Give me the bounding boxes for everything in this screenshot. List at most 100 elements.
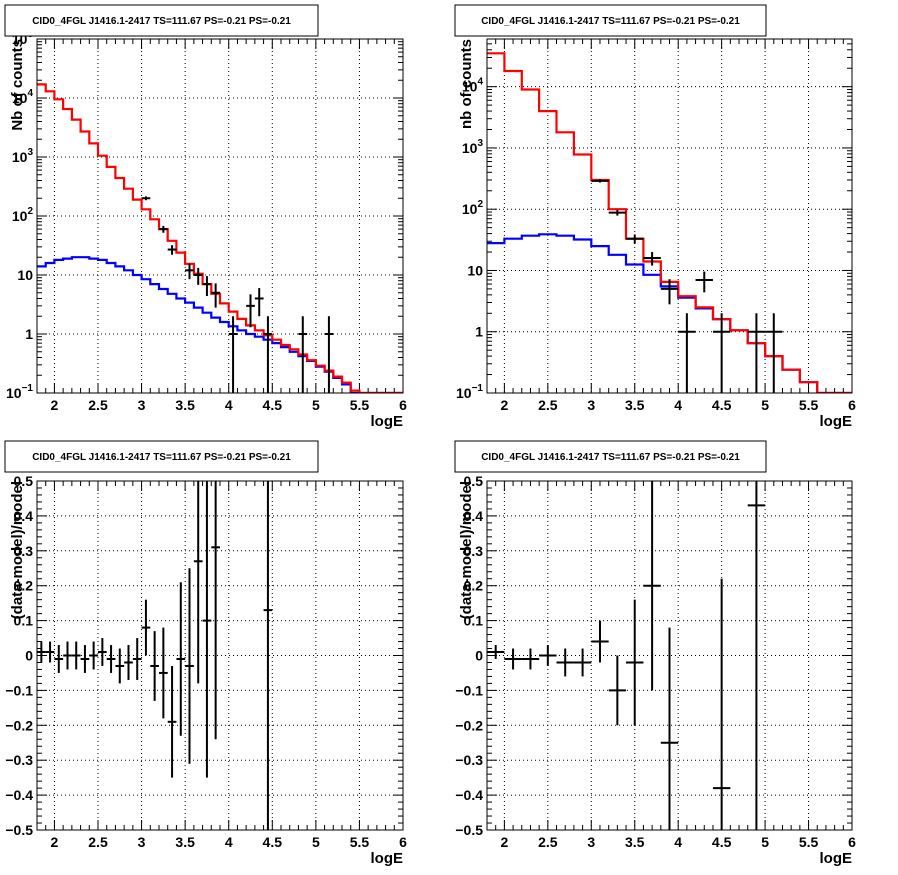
x-tick-label: 4 bbox=[674, 834, 682, 850]
data-point bbox=[167, 665, 177, 778]
y-tick-label: −0.3 bbox=[5, 752, 33, 768]
data-point bbox=[643, 481, 661, 691]
y-tick-label: 0.4 bbox=[464, 508, 484, 524]
y-tick-label: −0.2 bbox=[455, 717, 483, 733]
data-point bbox=[193, 481, 203, 684]
x-tick-label: 4.5 bbox=[712, 834, 732, 850]
y-tick-label: 0.4 bbox=[14, 508, 34, 524]
y-tick-label: −0.3 bbox=[455, 752, 483, 768]
grid bbox=[487, 39, 852, 393]
data-point bbox=[141, 196, 151, 201]
x-axis-title: logE bbox=[820, 850, 853, 867]
data-point bbox=[150, 631, 159, 701]
y-tick-label: −0.4 bbox=[455, 787, 483, 803]
data-point bbox=[747, 313, 766, 393]
plot-frame bbox=[36, 480, 404, 831]
x-tick-label: 3 bbox=[138, 397, 146, 413]
x-tick-label: 2 bbox=[500, 834, 508, 850]
x-tick-label: 2.5 bbox=[88, 397, 108, 413]
y-tick-label: 0.3 bbox=[14, 543, 34, 559]
y-tick-label: −0.5 bbox=[455, 822, 483, 838]
data-point bbox=[591, 620, 609, 663]
y-tick-label: 0.5 bbox=[464, 473, 484, 489]
data-point bbox=[324, 316, 334, 393]
y-tick-label: 0.2 bbox=[464, 578, 484, 594]
x-tick-label: 4.5 bbox=[263, 834, 283, 850]
data-point bbox=[159, 627, 168, 719]
title-box bbox=[454, 440, 767, 473]
plot-frame bbox=[486, 480, 853, 831]
data-point bbox=[539, 645, 557, 666]
data-point bbox=[202, 481, 212, 778]
title-box bbox=[454, 4, 767, 37]
y-tick-label: 10−1 bbox=[6, 383, 33, 401]
x-tick-label: 2 bbox=[51, 834, 59, 850]
y-tick-label: 104 bbox=[12, 88, 34, 106]
data-point bbox=[263, 316, 273, 393]
y-tick-label: 104 bbox=[462, 77, 484, 95]
x-tick-label: 6 bbox=[399, 834, 407, 850]
y-tick-label: 0.1 bbox=[14, 613, 34, 629]
data-point bbox=[228, 316, 238, 393]
data-point bbox=[765, 313, 783, 393]
data-point bbox=[63, 641, 72, 670]
x-tick-label: 4 bbox=[674, 397, 682, 413]
x-tick-label: 4.5 bbox=[712, 397, 732, 413]
data-point bbox=[660, 279, 679, 305]
x-tick-label: 4.5 bbox=[263, 397, 283, 413]
x-axis-title: logE bbox=[371, 413, 404, 430]
y-tick-label: −0.1 bbox=[455, 682, 483, 698]
data-point bbox=[254, 288, 264, 317]
data-point bbox=[202, 276, 212, 297]
data-point bbox=[643, 252, 661, 266]
data-point bbox=[193, 267, 203, 285]
data-point bbox=[608, 655, 627, 726]
y-tick-label: 0.1 bbox=[464, 613, 484, 629]
data-point bbox=[45, 641, 55, 663]
grid bbox=[37, 39, 403, 393]
x-tick-label: 2 bbox=[500, 397, 508, 413]
chart-title: CID0_4FGL J1416.1-2417 TS=111.67 PS=-0.2… bbox=[32, 16, 291, 27]
data-point bbox=[678, 313, 696, 393]
x-tick-label: 3 bbox=[587, 834, 595, 850]
data-point bbox=[712, 313, 731, 393]
chart-title: CID0_4FGL J1416.1-2417 TS=111.67 PS=-0.2… bbox=[481, 16, 740, 27]
data-point bbox=[695, 271, 713, 293]
y-tick-label: 102 bbox=[462, 199, 484, 217]
x-tick-label: 2.5 bbox=[538, 397, 558, 413]
chart-panel-2: 2 2.5 3 3.5 4 4.5 5 5.5 6 10−1 1 10 102 103 104 logE nb … bbox=[454, 4, 856, 430]
x-tick-label: 6 bbox=[399, 397, 407, 413]
x-axis-title: logE bbox=[820, 413, 853, 430]
y-tick-label: −0.1 bbox=[5, 682, 33, 698]
data-point bbox=[80, 645, 90, 673]
x-tick-label: 5.5 bbox=[350, 834, 370, 850]
data-point bbox=[573, 648, 592, 677]
x-tick-label: 2 bbox=[51, 397, 59, 413]
data-point bbox=[660, 627, 679, 830]
x-tick-label: 5 bbox=[761, 834, 769, 850]
data-layer bbox=[487, 52, 852, 393]
x-tick-label: 5.5 bbox=[799, 834, 819, 850]
data-point bbox=[89, 641, 98, 670]
data-point bbox=[747, 481, 766, 830]
plot-area bbox=[487, 39, 852, 393]
y-tick-label: −0.2 bbox=[5, 717, 33, 733]
y-axis-title: (data-model)/model bbox=[9, 481, 26, 619]
data-point bbox=[521, 648, 540, 670]
series-2-step-line bbox=[37, 83, 403, 393]
data-point bbox=[608, 209, 627, 216]
data-point bbox=[263, 481, 273, 830]
data-point bbox=[159, 225, 168, 233]
data-point bbox=[54, 645, 64, 673]
y-axis-title: Nb of counts bbox=[9, 39, 26, 131]
y-tick-label: 0 bbox=[25, 648, 33, 664]
y-tick-label: 0.5 bbox=[14, 473, 34, 489]
x-tick-label: 4 bbox=[225, 397, 233, 413]
y-tick-label: 0.2 bbox=[14, 578, 34, 594]
series-2-step-line bbox=[487, 52, 852, 393]
x-tick-label: 4 bbox=[225, 834, 233, 850]
x-tick-label: 2.5 bbox=[88, 834, 108, 850]
data-point bbox=[167, 245, 177, 255]
data-point bbox=[185, 568, 194, 764]
